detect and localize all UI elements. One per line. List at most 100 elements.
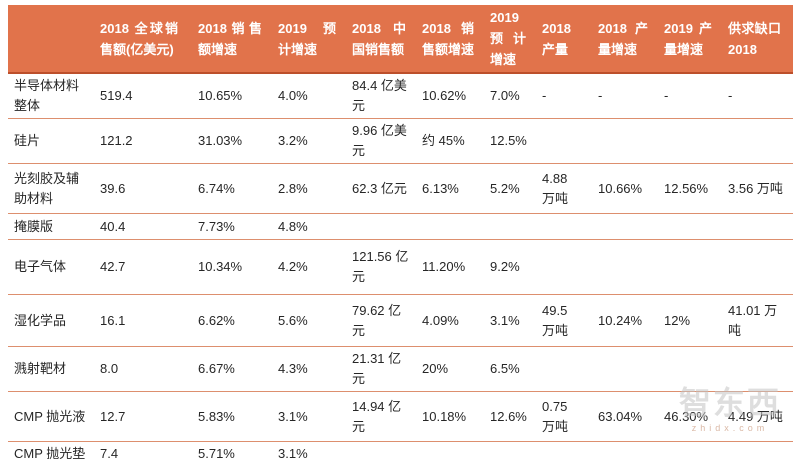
corner-header-cell bbox=[8, 5, 96, 74]
table-cell: 4.2% bbox=[278, 259, 308, 274]
table-cell bbox=[724, 214, 793, 240]
table-cell: 5.71% bbox=[198, 446, 235, 461]
table-cell: 3.56 万吨 bbox=[728, 180, 783, 196]
table-cell: 49.5 万吨 bbox=[542, 302, 569, 338]
table-cell bbox=[724, 347, 793, 392]
column-header: 2018 全球销售额(亿美元) bbox=[96, 5, 194, 74]
table-cell: 10.18% bbox=[422, 408, 467, 424]
table-cell: - bbox=[664, 88, 669, 103]
column-header: 2018销售额增速 bbox=[194, 5, 274, 74]
table-cell bbox=[418, 214, 486, 240]
table-row: 溅射靶材 8.0 6.67% 4.3% 21.31 亿元 20% 6.5% bbox=[8, 346, 793, 392]
table-cell: 4.8% bbox=[278, 218, 308, 234]
column-header: 2018 销售额增速 bbox=[418, 5, 486, 74]
table-cell: 46.30% bbox=[664, 408, 709, 424]
table-cell: 2.8% bbox=[278, 180, 308, 196]
table-row: 掩膜版 40.4 7.73% 4.8% bbox=[8, 213, 793, 240]
table-cell: 519.4 bbox=[100, 88, 133, 103]
table-cell: 14.94 亿元 bbox=[352, 398, 402, 434]
table-cell: 6.5% bbox=[490, 361, 520, 376]
table-cell bbox=[418, 442, 486, 461]
table-cell bbox=[660, 442, 724, 461]
table-cell bbox=[724, 240, 793, 295]
table-cell bbox=[594, 214, 660, 240]
table-cell: 6.67% bbox=[198, 361, 235, 376]
table-cell bbox=[594, 442, 660, 461]
table-cell: 4.3% bbox=[278, 361, 308, 376]
row-label: CMP 抛光垫 bbox=[14, 446, 86, 461]
table-body: 半导体材料整体 519.4 10.65% 4.0% 84.4 亿美元 10.62% 7.0%… bbox=[8, 73, 793, 461]
column-header: 2018 产量增速 bbox=[594, 5, 660, 74]
table-cell: 16.1 bbox=[100, 312, 126, 328]
table-row: 半导体材料整体 519.4 10.65% 4.0% 84.4 亿美元 10.62% 7.0%… bbox=[8, 73, 793, 119]
table-cell: 10.65% bbox=[198, 88, 243, 103]
table-cell: 6.74% bbox=[198, 180, 235, 196]
table-cell: 121.56 亿元 bbox=[352, 249, 409, 284]
table-cell: 21.31 亿元 bbox=[352, 351, 402, 386]
table-cell: 40.4 bbox=[100, 218, 126, 234]
table-cell: 约 45% bbox=[422, 133, 465, 148]
table-cell: 39.6 bbox=[100, 180, 126, 196]
table-cell: 31.03% bbox=[198, 133, 243, 148]
table-cell bbox=[594, 240, 660, 295]
materials-table: 2018 全球销售额(亿美元) 2018销售额增速 2019 预计增速 2018 中国… bbox=[8, 5, 793, 461]
table-cell: 7.0% bbox=[490, 88, 520, 103]
table-header: 2018 全球销售额(亿美元) 2018销售额增速 2019 预计增速 2018 中国… bbox=[8, 5, 793, 74]
column-header: 2018 产量 bbox=[538, 5, 594, 74]
table-cell bbox=[486, 442, 538, 461]
table-cell: 20% bbox=[422, 361, 449, 376]
table-cell: 4.49 万吨 bbox=[728, 408, 783, 424]
table-cell: 6.13% bbox=[422, 180, 459, 196]
table-cell: 10.24% bbox=[598, 312, 643, 328]
table-cell: 12.7 bbox=[100, 408, 126, 424]
row-label: 光刻胶及辅助材料 bbox=[14, 170, 80, 206]
table-cell: 3.1% bbox=[490, 312, 520, 328]
table-cell: 84.4 亿美元 bbox=[352, 78, 407, 113]
table-cell bbox=[348, 442, 418, 461]
table-cell: 63.04% bbox=[598, 408, 643, 424]
table-cell bbox=[660, 347, 724, 392]
row-label: 半导体材料整体 bbox=[14, 78, 80, 113]
table-cell: - bbox=[542, 88, 547, 103]
table-cell bbox=[538, 119, 594, 164]
table-row: 电子气体 42.7 10.34% 4.2% 121.56 亿元 11.20% 9.2% bbox=[8, 239, 793, 295]
table-cell: 7.73% bbox=[198, 218, 235, 234]
table-cell bbox=[538, 442, 594, 461]
table-row: 硅片 121.2 31.03% 3.2% 9.96 亿美元约 45% 12.5% bbox=[8, 118, 793, 164]
table-cell: 12% bbox=[664, 312, 691, 328]
table-cell: 121.2 bbox=[100, 133, 133, 148]
table-cell: 5.83% bbox=[198, 408, 235, 424]
table-cell bbox=[348, 214, 418, 240]
table-cell: 4.09% bbox=[422, 312, 459, 328]
table-cell bbox=[660, 240, 724, 295]
row-label: 湿化学品 bbox=[14, 312, 67, 328]
table-cell: 10.66% bbox=[598, 180, 643, 196]
table-cell bbox=[724, 119, 793, 164]
table-cell bbox=[538, 347, 594, 392]
table-cell: 3.1% bbox=[278, 408, 308, 424]
table-cell: 4.0% bbox=[278, 88, 308, 103]
table-cell: 5.2% bbox=[490, 180, 520, 196]
table-cell: 62.3 亿元 bbox=[352, 180, 407, 196]
table-cell: 10.62% bbox=[422, 88, 467, 103]
table-cell: 6.62% bbox=[198, 312, 235, 328]
table-cell: 7.4 bbox=[100, 446, 119, 461]
row-label: 掩膜版 bbox=[14, 218, 54, 234]
table-cell: 5.6% bbox=[278, 312, 308, 328]
table-cell: 4.88 万吨 bbox=[542, 170, 569, 206]
table-cell: - bbox=[598, 88, 603, 103]
row-label: 硅片 bbox=[14, 133, 41, 148]
table-cell: - bbox=[728, 88, 733, 103]
table-cell bbox=[538, 214, 594, 240]
table-cell: 9.96 亿美元 bbox=[352, 123, 407, 158]
table-cell: 12.6% bbox=[490, 408, 527, 424]
table-row: CMP 抛光液 12.7 5.83% 3.1% 14.94 亿元 10.18% 12.6% 0… bbox=[8, 391, 793, 442]
table-cell: 79.62 亿元 bbox=[352, 302, 402, 338]
table-cell bbox=[660, 119, 724, 164]
header-row: 2018 全球销售额(亿美元) 2018销售额增速 2019 预计增速 2018 中国… bbox=[8, 5, 793, 74]
table-cell bbox=[486, 214, 538, 240]
row-label: 溅射靶材 bbox=[14, 361, 67, 376]
table-cell: 8.0 bbox=[100, 361, 119, 376]
column-header: 供求缺口 2018 bbox=[724, 5, 793, 74]
